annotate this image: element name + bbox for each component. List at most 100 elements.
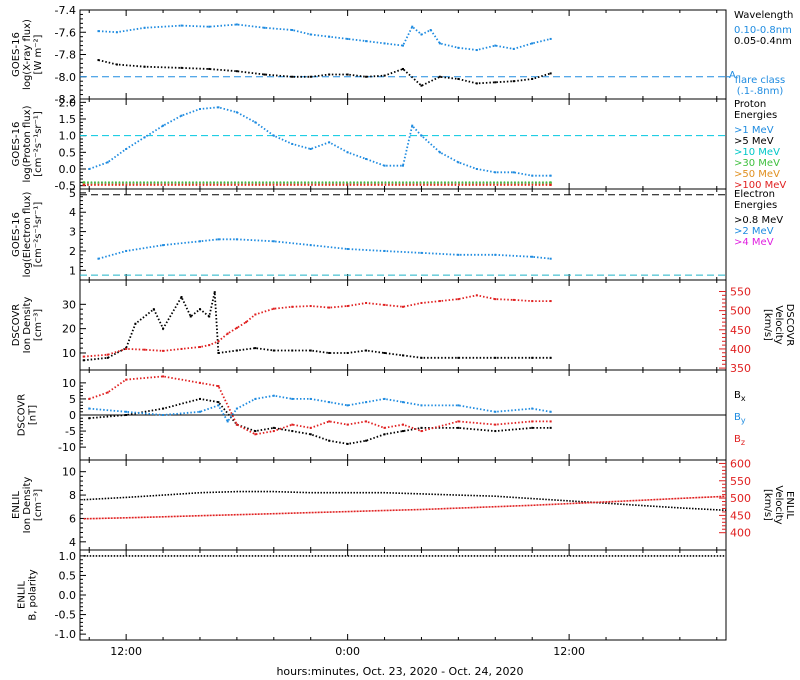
y-tick-label: -7.4 xyxy=(55,4,76,17)
data-point xyxy=(291,305,294,308)
legend-entry: >10 MeV xyxy=(734,147,780,158)
legend-entry: 0.05-0.4nm xyxy=(734,36,792,47)
data-point xyxy=(235,349,238,352)
panel-dscovr_density_velocity: 10 20 30 DSCOVRIon Density[cm⁻³] 350 400 450 50… xyxy=(11,279,795,375)
y-tick-label: -5 xyxy=(65,425,76,438)
data-point xyxy=(457,426,460,429)
data-point xyxy=(494,423,497,426)
data-point xyxy=(180,66,183,69)
legend-entry: >5 MeV xyxy=(734,136,774,147)
data-point xyxy=(162,349,165,352)
data-point xyxy=(420,251,423,254)
data-point xyxy=(411,25,414,28)
legend-title: Electron xyxy=(734,189,775,200)
data-point xyxy=(494,298,497,301)
data-point xyxy=(383,426,386,429)
data-point xyxy=(383,433,386,436)
series-proton-0 xyxy=(88,106,551,177)
data-point xyxy=(189,315,192,318)
data-point xyxy=(254,433,257,436)
data-point xyxy=(198,410,201,413)
y2-tick-label: 450 xyxy=(730,509,751,522)
data-point xyxy=(549,420,552,423)
data-point xyxy=(143,26,146,29)
y2-tick-label: 550 xyxy=(730,285,751,298)
data-point xyxy=(309,244,312,247)
x-axis-label: hours:minutes, Oct. 23, 2020 - Oct. 24, … xyxy=(276,665,523,678)
y-tick-label: 4 xyxy=(69,206,76,219)
data-point xyxy=(217,401,220,404)
legend-entry: >30 MeV xyxy=(734,158,780,169)
series-enlil_density_velocity-1 xyxy=(83,495,727,520)
y-tick-label: 5 xyxy=(69,187,76,200)
y-tick-label: -7.8 xyxy=(55,49,76,62)
data-point xyxy=(549,426,552,429)
y-tick-label: 1.5 xyxy=(59,113,77,126)
panel-enlil_density_velocity: 4 6 8 10 ENLILIon Density[cm⁻³] 400 450 500 550 6… xyxy=(11,457,795,551)
data-point xyxy=(217,351,220,354)
x-tick-label: 12:00 xyxy=(553,645,585,658)
y-tick-label: 1 xyxy=(69,264,76,277)
data-point xyxy=(531,174,534,177)
annotation: (.1-.8nm) xyxy=(737,86,784,97)
data-point xyxy=(291,349,294,352)
data-point xyxy=(291,430,294,433)
data-point xyxy=(143,65,146,68)
data-point xyxy=(97,257,100,260)
data-point xyxy=(512,171,515,174)
data-point xyxy=(346,442,349,445)
series-xray-1 xyxy=(98,59,551,87)
series-dscovr_density_velocity-1 xyxy=(83,294,551,358)
data-point xyxy=(82,355,85,358)
data-point xyxy=(365,40,368,43)
panel-frame xyxy=(79,459,727,551)
panel-frame xyxy=(79,549,727,641)
data-point xyxy=(549,181,552,184)
data-point xyxy=(420,426,423,429)
data-point xyxy=(272,394,275,397)
legend-entry: >1 MeV xyxy=(734,125,774,136)
data-point xyxy=(457,77,460,80)
data-point xyxy=(549,300,552,303)
data-point xyxy=(97,59,100,62)
panel-frame xyxy=(79,9,727,100)
y2-tick-label: 450 xyxy=(730,324,751,337)
data-point xyxy=(125,414,128,416)
y2-axis-label: ENLILVelocity[km/s] xyxy=(762,485,795,524)
data-point xyxy=(328,401,331,404)
data-point xyxy=(402,44,404,47)
y2-axis-label: DSCOVRVelocity[km/s] xyxy=(762,304,795,347)
data-point xyxy=(309,148,312,150)
data-point xyxy=(125,410,128,413)
data-point xyxy=(162,124,165,127)
data-point xyxy=(494,410,497,413)
y2-tick-label: 500 xyxy=(730,305,751,318)
data-point xyxy=(365,439,368,442)
data-point xyxy=(549,356,552,359)
legend-entry: 0.10-0.8nm xyxy=(734,25,792,36)
data-point xyxy=(420,301,423,304)
data-point xyxy=(254,313,257,316)
data-point xyxy=(208,315,211,318)
data-point xyxy=(309,33,312,36)
y-tick-label: 0.0 xyxy=(59,163,77,176)
data-point xyxy=(494,44,497,47)
data-point xyxy=(365,420,368,423)
data-point xyxy=(549,174,552,177)
data-point xyxy=(115,63,118,66)
data-point xyxy=(328,141,331,144)
data-point xyxy=(383,164,386,167)
data-point xyxy=(383,74,386,77)
data-point xyxy=(365,158,368,160)
data-point xyxy=(512,298,515,301)
series-xray-0 xyxy=(98,23,551,51)
data-point xyxy=(346,248,349,251)
panel-frame xyxy=(79,279,727,371)
data-point xyxy=(115,31,118,34)
data-point xyxy=(162,414,165,416)
y-tick-label: -10 xyxy=(58,441,76,454)
y-tick-label: 10 xyxy=(62,377,76,390)
data-point xyxy=(383,249,386,252)
data-point xyxy=(152,308,155,311)
